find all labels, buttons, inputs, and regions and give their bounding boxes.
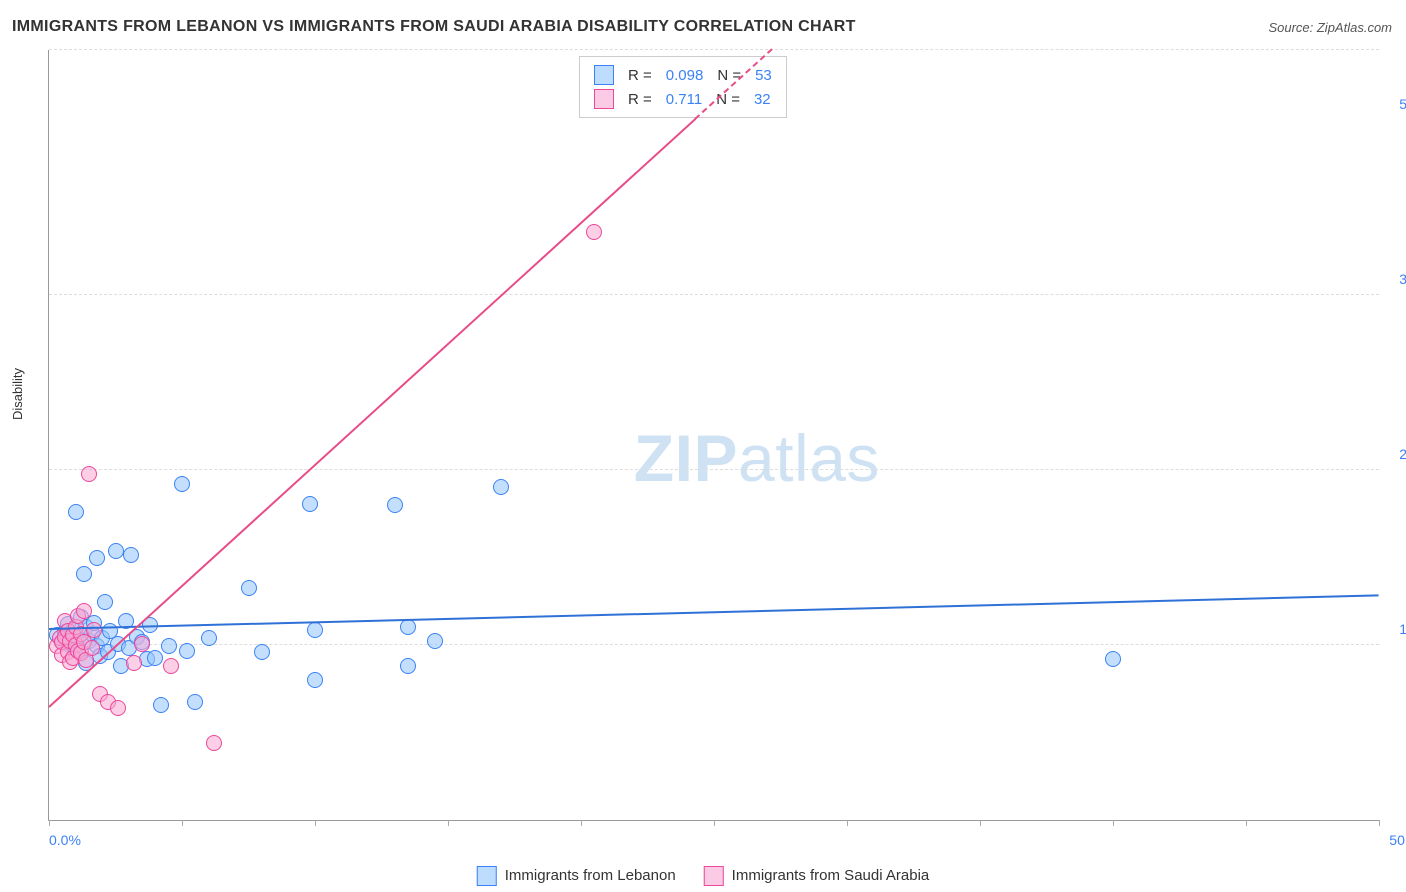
y-tick-label: 25.0%: [1399, 446, 1406, 462]
scatter-point: [134, 636, 150, 652]
scatter-point: [161, 638, 177, 654]
x-tick: [49, 820, 50, 826]
x-tick: [581, 820, 582, 826]
scatter-point: [76, 603, 92, 619]
r-value: 0.711: [666, 91, 702, 108]
trend-line: [49, 594, 1379, 630]
scatter-point: [174, 476, 190, 492]
n-value: 32: [754, 91, 771, 108]
r-label: R =: [628, 67, 652, 84]
x-tick: [315, 820, 316, 826]
stats-row: R =0.098N =53: [594, 63, 772, 87]
x-tick: [1246, 820, 1247, 826]
plot-area: ZIPatlas R =0.098N =53R =0.711N =32 0.0%…: [48, 50, 1379, 821]
scatter-point: [206, 735, 222, 751]
scatter-point: [76, 566, 92, 582]
scatter-point: [254, 644, 270, 660]
scatter-point: [187, 694, 203, 710]
x-tick: [448, 820, 449, 826]
scatter-point: [201, 630, 217, 646]
r-value: 0.098: [666, 67, 704, 84]
legend-label: Immigrants from Saudi Arabia: [732, 867, 930, 884]
scatter-point: [123, 547, 139, 563]
x-tick: [1379, 820, 1380, 826]
n-value: 53: [755, 67, 772, 84]
n-label: N =: [716, 91, 740, 108]
scatter-point: [81, 466, 97, 482]
scatter-point: [86, 622, 102, 638]
chart-title: IMMIGRANTS FROM LEBANON VS IMMIGRANTS FR…: [12, 18, 856, 36]
scatter-point: [302, 496, 318, 512]
y-tick-label: 37.5%: [1399, 271, 1406, 287]
legend-swatch: [594, 65, 614, 85]
gridline: [49, 294, 1379, 295]
scatter-point: [307, 622, 323, 638]
x-tick: [1113, 820, 1114, 826]
scatter-point: [89, 550, 105, 566]
scatter-point: [427, 633, 443, 649]
legend-swatch: [477, 866, 497, 886]
legend-swatch: [594, 89, 614, 109]
x-tick: [980, 820, 981, 826]
legend-swatch: [704, 866, 724, 886]
scatter-point: [493, 479, 509, 495]
scatter-point: [97, 594, 113, 610]
scatter-point: [400, 619, 416, 635]
x-tick: [847, 820, 848, 826]
scatter-point: [110, 700, 126, 716]
scatter-point: [241, 580, 257, 596]
y-axis-label: Disability: [10, 368, 25, 420]
scatter-point: [179, 643, 195, 659]
y-tick-label: 12.5%: [1399, 621, 1406, 637]
gridline: [49, 644, 1379, 645]
scatter-point: [68, 504, 84, 520]
x-tick: [182, 820, 183, 826]
source-credit: Source: ZipAtlas.com: [1268, 20, 1392, 35]
x-axis-max-label: 50.0%: [1389, 832, 1406, 848]
scatter-point: [1105, 651, 1121, 667]
scatter-point: [387, 497, 403, 513]
scatter-point: [108, 543, 124, 559]
scatter-point: [153, 697, 169, 713]
stats-row: R = 0.711 N = 32: [594, 87, 772, 111]
scatter-point: [400, 658, 416, 674]
watermark: ZIPatlas: [634, 420, 880, 496]
legend-item: Immigrants from Saudi Arabia: [704, 866, 930, 886]
x-tick: [714, 820, 715, 826]
scatter-point: [163, 658, 179, 674]
bottom-legend: Immigrants from Lebanon Immigrants from S…: [477, 866, 930, 886]
legend-item: Immigrants from Lebanon: [477, 866, 676, 886]
scatter-point: [147, 650, 163, 666]
x-axis-min-label: 0.0%: [49, 832, 81, 848]
scatter-point: [307, 672, 323, 688]
gridline: [49, 469, 1379, 470]
scatter-point: [126, 655, 142, 671]
scatter-point: [586, 224, 602, 240]
r-label: R =: [628, 91, 652, 108]
scatter-point: [84, 640, 100, 656]
legend-label: Immigrants from Lebanon: [505, 867, 676, 884]
gridline: [49, 49, 1379, 50]
y-tick-label: 50.0%: [1399, 96, 1406, 112]
